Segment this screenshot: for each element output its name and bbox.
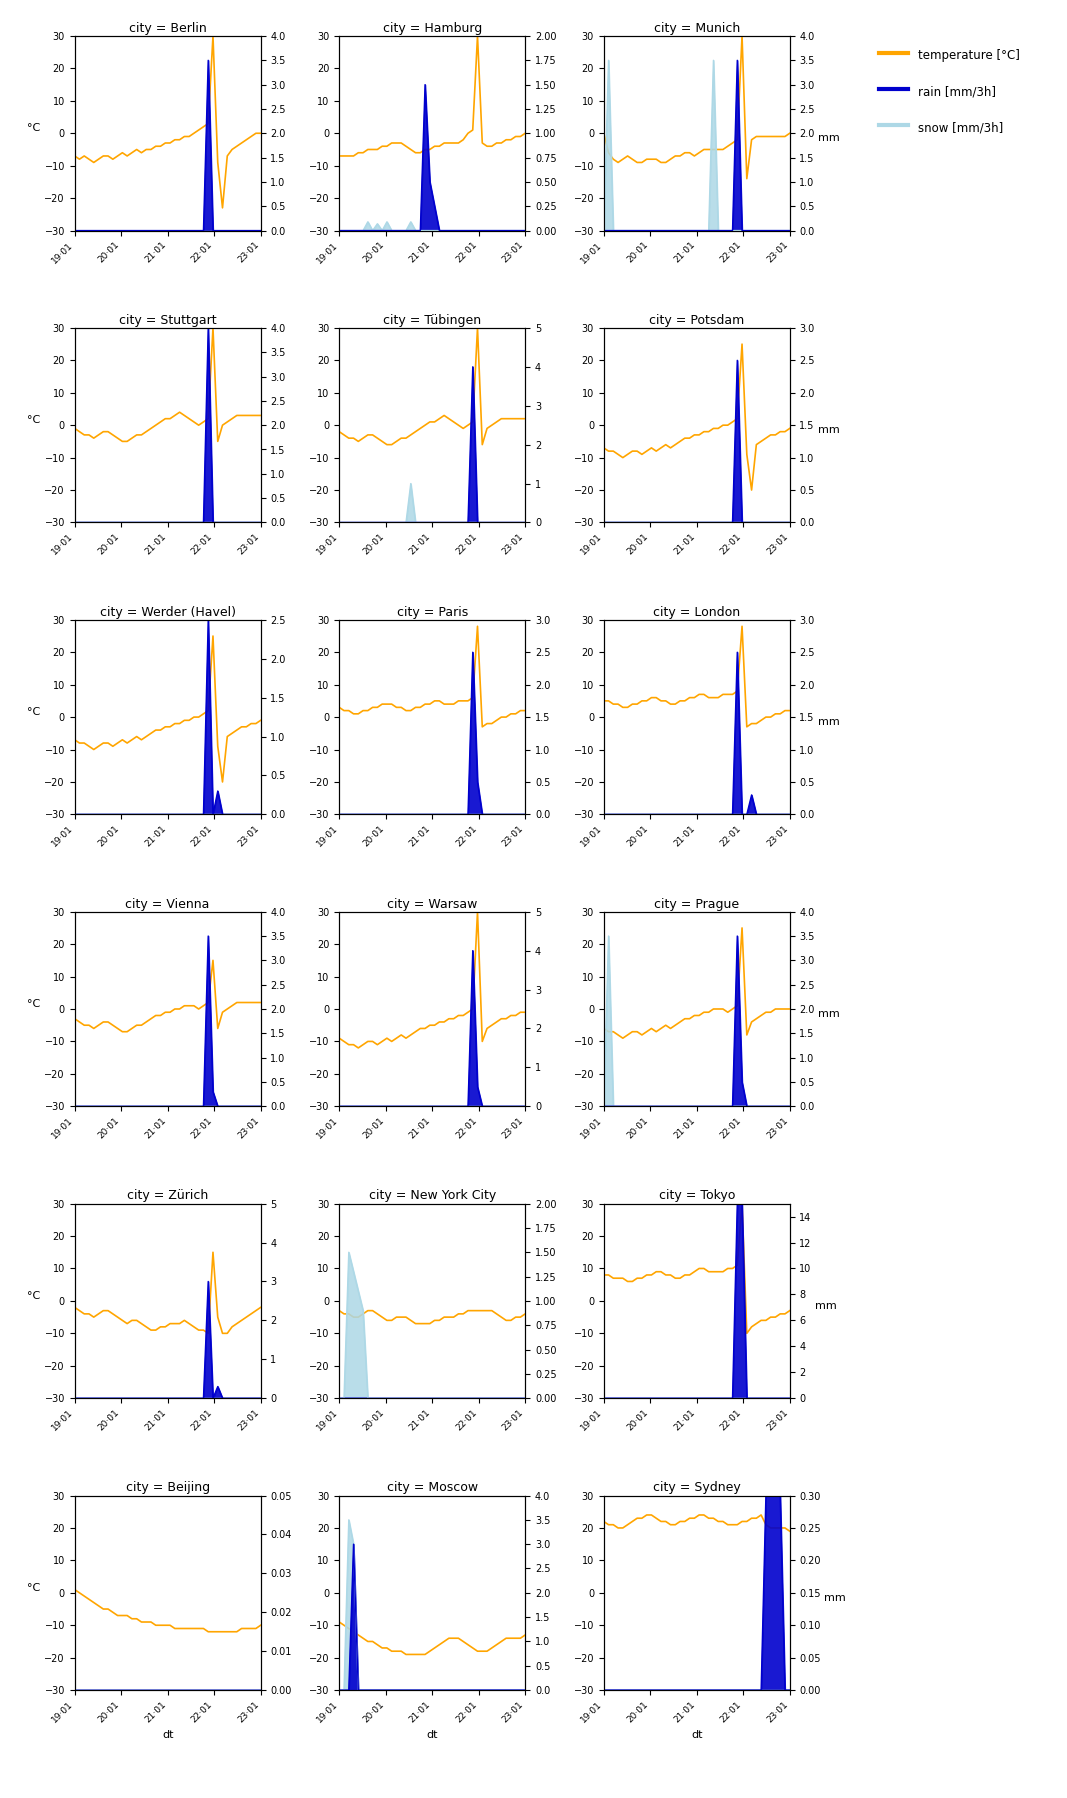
- Y-axis label: °C: °C: [27, 124, 39, 133]
- Y-axis label: mm: mm: [815, 1302, 837, 1311]
- X-axis label: dt: dt: [691, 1730, 702, 1740]
- Title: city = Hamburg: city = Hamburg: [383, 22, 482, 34]
- Y-axis label: °C: °C: [27, 707, 39, 717]
- Y-axis label: mm: mm: [818, 1009, 840, 1019]
- Title: city = Stuttgart: city = Stuttgart: [118, 313, 217, 327]
- Title: city = Potsdam: city = Potsdam: [649, 313, 745, 327]
- Title: city = Munich: city = Munich: [654, 22, 739, 34]
- Title: city = Tokyo: city = Tokyo: [658, 1190, 735, 1203]
- Title: city = Prague: city = Prague: [654, 897, 739, 910]
- Title: city = Zürich: city = Zürich: [127, 1190, 208, 1203]
- Title: city = Sydney: city = Sydney: [653, 1482, 740, 1494]
- Title: city = London: city = London: [653, 606, 740, 619]
- Title: city = New York City: city = New York City: [368, 1190, 496, 1203]
- Y-axis label: mm: mm: [818, 717, 840, 726]
- Title: city = Paris: city = Paris: [397, 606, 467, 619]
- Legend: temperature [°C], rain [mm/3h], snow [mm/3h]: temperature [°C], rain [mm/3h], snow [mm…: [874, 41, 1024, 142]
- Title: city = Vienna: city = Vienna: [126, 897, 210, 910]
- Y-axis label: mm: mm: [818, 424, 840, 435]
- Title: city = Moscow: city = Moscow: [386, 1482, 478, 1494]
- X-axis label: dt: dt: [162, 1730, 174, 1740]
- Title: city = Werder (Havel): city = Werder (Havel): [99, 606, 236, 619]
- Y-axis label: mm: mm: [818, 133, 840, 144]
- Title: city = Tübingen: city = Tübingen: [383, 313, 481, 327]
- Title: city = Beijing: city = Beijing: [126, 1482, 210, 1494]
- Y-axis label: °C: °C: [27, 1000, 39, 1009]
- Title: city = Warsaw: city = Warsaw: [387, 897, 477, 910]
- Y-axis label: mm: mm: [824, 1593, 846, 1602]
- Title: city = Berlin: city = Berlin: [129, 22, 207, 34]
- X-axis label: dt: dt: [427, 1730, 437, 1740]
- Y-axis label: °C: °C: [27, 1582, 39, 1593]
- Y-axis label: °C: °C: [27, 1291, 39, 1302]
- Y-axis label: °C: °C: [27, 415, 39, 424]
